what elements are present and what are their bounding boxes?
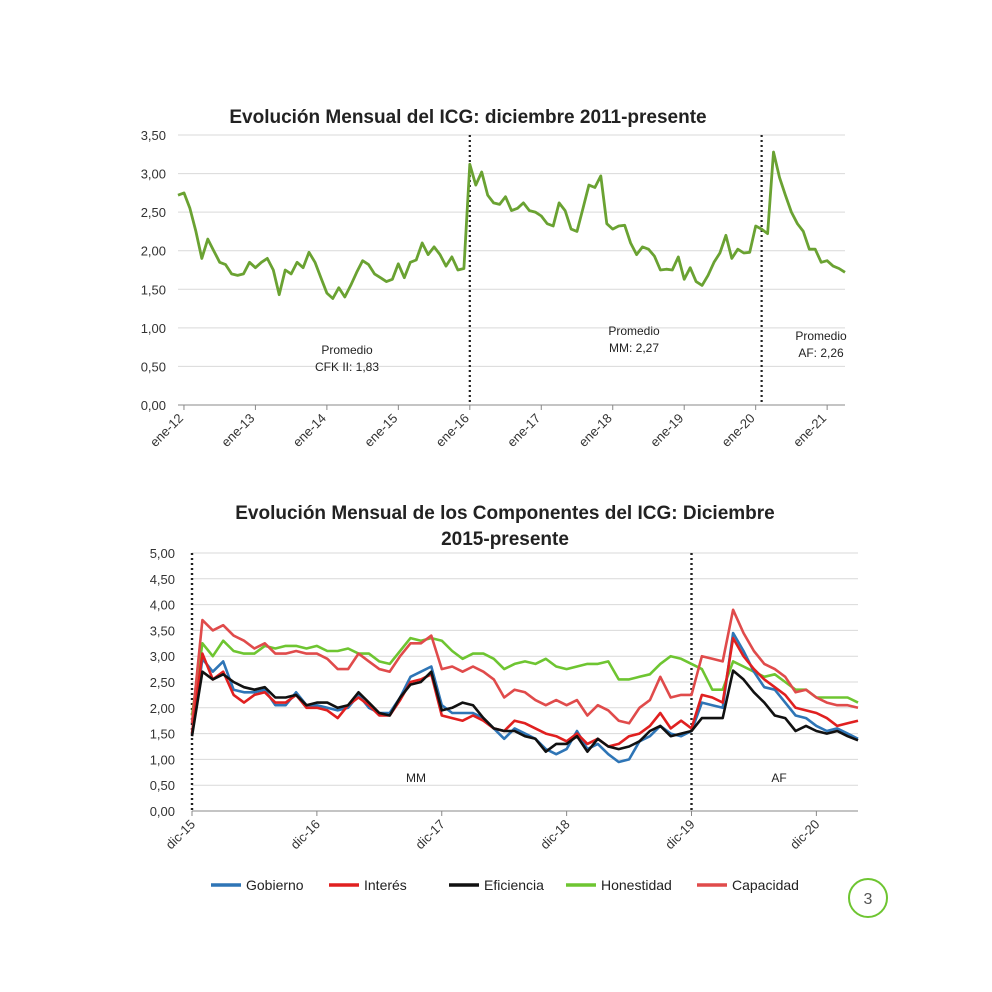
annotation-cfk-label: Promedio	[321, 343, 373, 357]
chart1-y-tick-label: 3,00	[141, 167, 166, 182]
page-number-circle	[848, 878, 888, 918]
chart1-title: Evolución Mensual del ICG: diciembre 201…	[229, 107, 706, 128]
chart2-y-ticks: 0,00 0,50 1,00 1,50 2,00 2,50 3,00 3,50 4,00 4,50…	[150, 546, 175, 819]
annotation-af: AF	[771, 771, 786, 785]
chart2-y-tick-label: 4,00	[150, 598, 175, 613]
annotation-mm: MM	[406, 771, 426, 785]
chart2-x-tick-label: dic-15	[162, 817, 198, 853]
chart2-series	[190, 608, 859, 764]
chart2-y-tick-label: 2,50	[150, 675, 175, 690]
chart1-y-tick-label: 1,00	[141, 321, 166, 336]
chart2-period-dividers	[190, 553, 693, 811]
chart2-title-line1: Evolución Mensual de los Componentes del…	[235, 503, 775, 524]
chart2-x-tick-label: dic-17	[412, 817, 448, 853]
chart1-x-tick-label: ene-12	[147, 411, 186, 450]
chart2-y-tick-label: 3,00	[150, 649, 175, 664]
chart1-period-dividers	[468, 135, 763, 405]
chart2-y-tick-label: 0,50	[150, 778, 175, 793]
chart2-x-tick-label: dic-20	[787, 817, 823, 853]
legend-label: Eficiencia	[484, 877, 544, 893]
chart-components: Evolución Mensual de los Componentes del…	[150, 503, 859, 893]
chart1-x-tick-label: ene-15	[361, 411, 400, 450]
chart2-gridlines	[192, 552, 858, 786]
chart-icg: Evolución Mensual del ICG: diciembre 201…	[141, 107, 847, 450]
legend-label: Honestidad	[601, 877, 672, 893]
page-number-badge: 3	[848, 878, 888, 918]
chart1-x-tick-label: ene-18	[576, 411, 615, 450]
legend-label: Interés	[364, 877, 407, 893]
chart2-y-tick-label: 3,50	[150, 623, 175, 638]
chart1-x-tick-label: ene-17	[504, 411, 543, 450]
chart2-title-line2: 2015-presente	[441, 529, 569, 550]
chart1-y-ticks: 0,00 0,50 1,00 1,50 2,00 2,50 3,00 3,50	[141, 128, 166, 413]
chart1-x-tick-label: ene-14	[290, 411, 329, 450]
series-line-honestidad	[190, 636, 859, 716]
chart2-y-tick-label: 4,50	[150, 572, 175, 587]
chart2-y-tick-label: 5,00	[150, 546, 175, 561]
chart2-x-tick-label: dic-19	[662, 817, 698, 853]
chart2-x-ticks: dic-15 dic-16 dic-17 dic-18 dic-19 dic-20	[162, 811, 822, 852]
chart2-y-tick-label: 2,00	[150, 701, 175, 716]
chart1-gridlines	[178, 134, 845, 367]
series-line-capacidad	[190, 608, 859, 725]
chart2-legend: Gobierno Interés Eficiencia Honestidad Capac…	[211, 877, 799, 893]
chart1-x-ticks: ene-12 ene-13 ene-14 ene-15 ene-16 ene-17 ene-…	[147, 405, 829, 450]
chart2-y-tick-label: 0,00	[150, 804, 175, 819]
chart1-annotations: Promedio CFK II: 1,83 Promedio MM: 2,27 …	[315, 324, 847, 374]
chart1-y-tick-label: 2,00	[141, 244, 166, 259]
chart2-x-tick-label: dic-18	[537, 817, 573, 853]
annotation-af-value: AF: 2,26	[798, 346, 844, 360]
chart1-y-tick-label: 2,50	[141, 205, 166, 220]
annotation-mm-label: Promedio	[608, 324, 660, 338]
chart1-y-tick-label: 1,50	[141, 282, 166, 297]
chart1-y-tick-label: 0,50	[141, 359, 166, 374]
chart2-y-tick-label: 1,00	[150, 752, 175, 767]
series-line-icg	[177, 150, 846, 300]
chart1-y-tick-label: 3,50	[141, 128, 166, 143]
chart1-x-tick-label: ene-20	[719, 411, 758, 450]
annotation-af-label: Promedio	[795, 329, 847, 343]
chart1-y-tick-label: 0,00	[141, 398, 166, 413]
chart1-x-tick-label: ene-16	[433, 411, 472, 450]
chart1-x-tick-label: ene-21	[790, 411, 829, 450]
chart1-x-tick-label: ene-19	[647, 411, 686, 450]
chart1-x-tick-label: ene-13	[218, 411, 257, 450]
legend-label: Gobierno	[246, 877, 304, 893]
series-line-eficiencia	[190, 669, 859, 754]
chart2-y-tick-label: 1,50	[150, 727, 175, 742]
annotation-cfk-value: CFK II: 1,83	[315, 360, 379, 374]
annotation-mm-value: MM: 2,27	[609, 341, 659, 355]
legend-label: Capacidad	[732, 877, 799, 893]
chart1-series	[177, 150, 846, 300]
chart2-x-tick-label: dic-16	[287, 817, 323, 853]
page-number: 3	[864, 891, 873, 908]
